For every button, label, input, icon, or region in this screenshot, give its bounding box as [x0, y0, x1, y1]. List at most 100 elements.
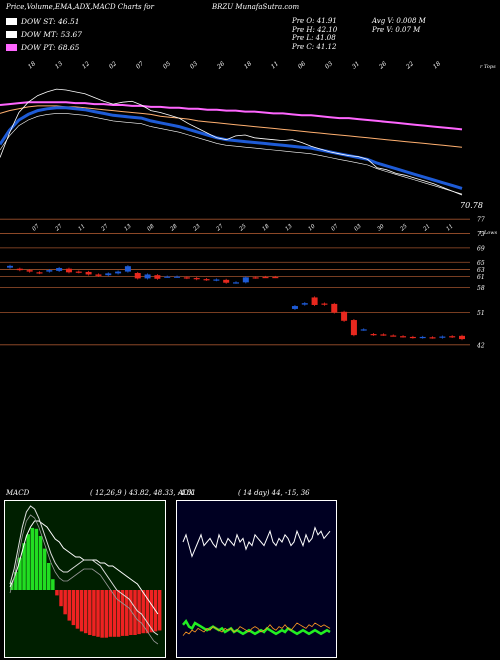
candle-body	[439, 336, 446, 338]
candle-body	[85, 271, 92, 275]
series-line-0	[0, 88, 463, 196]
macd-histogram-bar	[38, 536, 43, 590]
macd-histogram-bar	[112, 590, 117, 637]
macd-histogram-bar	[26, 534, 30, 590]
candle-body	[449, 336, 456, 338]
macd-histogram-bar	[30, 527, 35, 590]
date-tick-label: 18	[243, 60, 253, 70]
macd-histogram-bar	[133, 590, 137, 635]
macd-histogram-bar	[14, 572, 18, 590]
series-line-2	[0, 105, 463, 148]
avg-volume: Avg V: 0.008 M	[372, 17, 426, 25]
date-tick-label: 11	[77, 223, 86, 232]
macd-histogram-bar	[71, 590, 76, 626]
candle-body	[95, 274, 102, 276]
macd-histogram-bar	[92, 590, 96, 636]
candle-body	[7, 265, 13, 268]
candle-body	[262, 276, 269, 279]
candle-body	[134, 273, 141, 279]
tops-label: r Tops	[480, 64, 496, 70]
macd-histogram-bar	[120, 590, 125, 636]
macd-histogram-bar	[34, 528, 39, 590]
quote-col-1: Pre O: 41.91 Pre H: 42.10 Pre L: 41.08 P…	[292, 17, 337, 52]
symbol-site: BRZU MunafaSutra.com	[212, 3, 300, 11]
legend-label: DOW ST: 46.51	[21, 16, 80, 26]
date-tick-label: 30	[376, 223, 386, 232]
legend-swatch	[6, 30, 17, 38]
series-line-3	[0, 101, 463, 131]
candle-body	[124, 266, 131, 272]
date-tick-label: 25	[399, 223, 409, 233]
macd-histogram-bar	[116, 590, 121, 637]
candle-body	[223, 279, 230, 283]
date-tick-label: 02	[108, 60, 118, 70]
macd-histogram-bar	[79, 590, 84, 632]
candle-body	[272, 276, 279, 279]
date-tick-label: 26	[215, 60, 226, 71]
date-tick-label: 06	[297, 60, 307, 70]
date-tick-label: 18	[27, 60, 37, 70]
y-tick-label: 58	[477, 285, 485, 292]
date-tick-label: 31	[351, 60, 361, 70]
macd-histogram-bar	[88, 590, 92, 635]
macd-histogram-bar	[157, 590, 162, 631]
candle-body	[291, 306, 298, 309]
adx-line-pdi	[182, 622, 331, 636]
macd-histogram-bar	[96, 590, 100, 637]
candle-body	[331, 303, 338, 313]
candle-body	[75, 271, 82, 273]
date-tick-label: 18	[432, 60, 442, 70]
date-tick-label: 18	[261, 223, 271, 232]
legend-dow-mt: DOW MT: 53.67	[6, 29, 82, 39]
y-tick-label: 77	[477, 217, 485, 224]
candle-body	[350, 320, 357, 336]
candle-body	[16, 268, 23, 271]
macd-histogram-bar	[42, 548, 47, 590]
candle-body	[144, 274, 151, 279]
candle-body	[174, 276, 181, 278]
adx-chart	[176, 500, 337, 658]
date-tick-label: 05	[162, 60, 172, 70]
y-tick-label: 69	[477, 245, 485, 252]
candle-body	[65, 268, 72, 273]
macd-frame	[4, 500, 166, 658]
macd-histogram-bar	[141, 590, 145, 634]
date-tick-label: 26	[377, 60, 388, 71]
candle-body	[459, 335, 465, 340]
macd-histogram-bar	[83, 590, 88, 634]
legend-label: DOW MT: 53.67	[21, 29, 83, 39]
candle-body	[242, 277, 249, 283]
y-tick-label: 73	[477, 231, 485, 238]
legend-swatch	[6, 43, 17, 51]
adx-label: ADX	[178, 489, 194, 497]
date-tick-label: 22	[404, 60, 415, 71]
quote-close: Pre C: 41.12	[292, 43, 337, 52]
date-tick-label: 27	[215, 223, 225, 233]
legend-swatch	[6, 17, 17, 25]
date-tick-label: 21	[422, 223, 432, 233]
date-tick-label: 11	[445, 223, 454, 232]
candle-body	[429, 337, 436, 339]
series-line-1	[0, 106, 463, 190]
macd-histogram-bar	[55, 590, 59, 596]
legend-dow-st: DOW ST: 46.51	[6, 16, 80, 26]
chart-title: Price,Volume,EMA,ADX,MACD Charts for	[6, 3, 154, 11]
y-tick-label: 65	[477, 260, 485, 267]
candle-body	[46, 270, 53, 272]
candle-body	[193, 278, 200, 280]
macd-histogram-bar	[67, 590, 72, 621]
quote-open: Pre O: 41.91	[292, 17, 337, 25]
date-tick-label: 12	[81, 60, 91, 70]
date-tick-label: 27	[54, 223, 64, 233]
date-tick-label: 03	[189, 60, 199, 70]
lows-label: r Lows	[480, 230, 498, 236]
candle-body	[370, 334, 377, 336]
series-line-companion	[0, 113, 463, 195]
date-tick-label: 07	[330, 223, 340, 232]
candle-body	[311, 297, 318, 305]
macd-histogram-bar	[129, 590, 133, 635]
y-tick-label: 63	[477, 267, 485, 274]
macd-line	[9, 505, 159, 636]
macd-histogram-bar	[149, 590, 154, 633]
